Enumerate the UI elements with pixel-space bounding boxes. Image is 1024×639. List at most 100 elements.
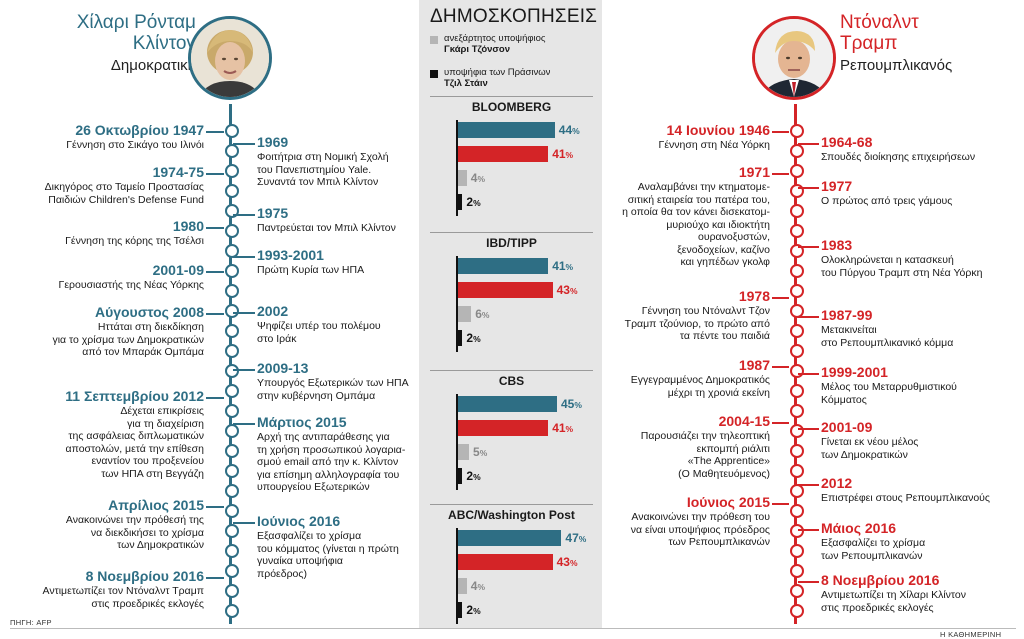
timeline-connector [798,316,819,318]
timeline-event: Ιούνιος 2015 Ανακοινώνει την πρόθεση του … [602,494,770,549]
timeline-node [224,184,239,198]
poll-value-label: 41% [552,147,574,161]
poll-value-label: 2% [466,331,481,345]
timeline-node [789,264,804,278]
footer-divider [10,628,1016,629]
timeline-connector [233,423,255,425]
clinton-portrait [188,16,272,100]
timeline-node [789,584,804,598]
event-year: 1975 [257,205,289,221]
timeline-connector [798,187,819,189]
trump-name: Ντόναλντ Τραμπ [840,12,919,54]
timeline-connector [233,312,255,314]
timeline-event: 1980 Γέννηση της κόρης της Τσέλσι [20,218,204,248]
timeline-node [224,584,239,598]
poll-title: BLOOMBERG [471,100,552,114]
timeline-event: Απρίλιος 2015 Ανακοινώνει την πρόθεσή της… [20,497,204,552]
timeline-event: Μάρτιος 2015 Αρχή της αντιπαράθεσης για τ… [257,414,417,494]
poll-bar [458,578,467,594]
timeline-event: 1987-99 Μετακινείται στο Ρεπουμπλικανικό … [821,307,1016,349]
timeline-node [224,384,239,398]
timeline-node [224,364,239,378]
poll-bar [458,444,469,460]
timeline-node [789,224,804,238]
stein-swatch [430,70,438,78]
timeline-event: 1983 Ολοκληρώνεται η κατασκευή του Πύργου… [821,237,1016,279]
timeline-event: 1993-2001 Πρώτη Κυρία των ΗΠΑ [257,247,417,277]
timeline-node [789,604,804,618]
clinton-name: Χίλαρι Ρόνταμ Κλίντον [76,12,196,54]
timeline-node [789,144,804,158]
timeline-event: 1964-68 Σπουδές διοίκησης επιχειρήσεων [821,134,1016,164]
timeline-event: 1977 Ο πρώτος από τρεις γάμους [821,178,1016,208]
timeline-connector [233,256,255,258]
timeline-connector [772,366,789,368]
event-year: 1969 [257,134,289,150]
event-text: Επιστρέφει στους Ρεπουμπλικανούς [821,492,990,504]
timeline-node [789,564,804,578]
timeline-connector [233,214,255,216]
event-text: Παντρεύεται τον Μπιλ Κλίντον [257,222,396,234]
event-text: Γίνεται εκ νέου μέλος των Δημοκρατικών [821,436,919,461]
timeline-node [789,444,804,458]
timeline-connector [206,131,224,133]
poll-bar [458,530,562,546]
event-text: Εξασφαλίζει το χρίσμα των Ρεπουμπλικανών [821,537,926,562]
timeline-node [789,404,804,418]
poll-bar [458,122,555,138]
timeline-node [789,384,804,398]
timeline-node [224,564,239,578]
poll-value-label: 47% [565,531,587,545]
legend-stein: υποψήφια των Πράσινων Τζιλ Στάιν [444,67,550,89]
timeline-event: 2009-13 Υπουργός Εξωτερικών των ΗΠΑ στην … [257,360,417,402]
poll-title: CBS [498,374,525,388]
poll-value-label: 6% [475,307,490,321]
event-year: 1980 [172,218,204,234]
event-year: Απρίλιος 2015 [108,497,204,513]
timeline-connector [233,369,255,371]
timeline-node [789,324,804,338]
poll-bar [458,258,549,274]
event-text: Σπουδές διοίκησης επιχειρήσεων [821,151,976,163]
event-text: Γέννηση στη Νέα Υόρκη [658,139,770,151]
event-year: 8 Νοεμβρίου 2016 [821,572,940,588]
event-text: Αναλαμβάνει την κτηματομε- σιτική εταιρε… [622,181,770,268]
timeline-node [789,124,804,138]
timeline-node [224,444,239,458]
polls-panel [419,0,602,629]
timeline-event: 2004-15 Παρουσιάζει την τηλεοπτική εκπομπ… [602,413,770,480]
timeline-node [789,524,804,538]
poll-bar [458,306,472,322]
event-year: 1971 [738,164,770,180]
timeline-event: 1971 Αναλαμβάνει την κτηματομε- σιτική ετ… [602,164,770,269]
timeline-node [789,204,804,218]
poll-bar [458,330,463,346]
timeline-node [789,464,804,478]
poll-axis [456,256,458,352]
event-year: 2004-15 [718,413,770,429]
timeline-node [789,544,804,558]
timeline-node [224,284,239,298]
publisher-label: Η ΚΑΘΗΜΕΡΙΝΗ [940,630,1002,639]
event-year: 2012 [821,475,853,491]
poll-value-label: 43% [556,555,578,569]
event-year: 1974-75 [152,164,204,180]
legend-johnson-line2: Γκάρι Τζόνσον [444,44,511,55]
poll-value-label: 45% [561,397,582,411]
timeline-event: Αύγουστος 2008 Ηττάται στη διεκδίκηση για… [20,304,204,359]
event-year: 1993-2001 [257,247,324,263]
poll-chart: CBS 45% 41% 5% 2% [430,370,593,496]
event-text: Ανακοινώνει την πρόθεσή της να διεκδικήσ… [65,514,204,551]
event-year: Μάιος 2016 [821,520,897,536]
johnson-swatch [430,36,438,44]
timeline-node [224,124,239,138]
timeline-node [224,344,239,358]
timeline-connector [798,581,819,583]
poll-title: IBD/TIPP [486,236,537,250]
event-text: Δέχεται επικρίσεις για τη διαχείριση της… [65,405,204,480]
poll-chart: IBD/TIPP 41% 43% 6% 2% [430,232,593,358]
event-year: 1987-99 [821,307,873,323]
event-text: Γέννηση στο Σικάγο του Ιλινόι [66,139,204,151]
event-text: Παρουσιάζει την τηλεοπτική εκπομπή ριάλι… [640,430,770,480]
legend-johnson: ανεξάρτητος υποψήφιος Γκάρι Τζόνσον [444,33,545,55]
